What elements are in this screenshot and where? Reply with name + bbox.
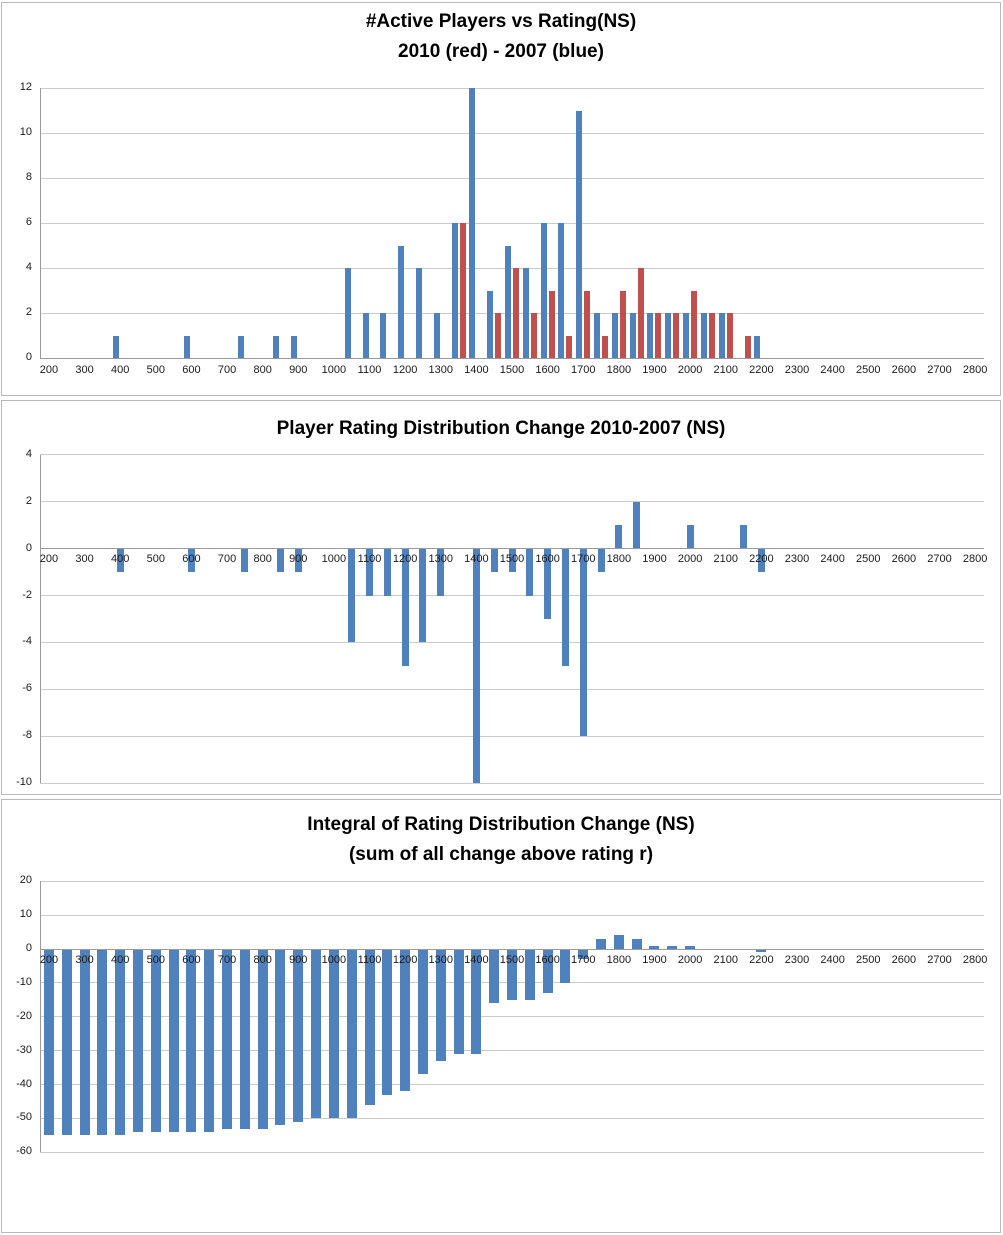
chart-subtitle: 2010 (red) - 2007 (blue) [398, 41, 604, 62]
chart-title: Player Rating Distribution Change 2010-2… [276, 418, 726, 439]
chart-panel-rating-distribution-change: Player Rating Distribution Change 2010-2… [1, 400, 1001, 795]
chart-panel-integral-of-change: Integral of Rating Distribution Change (… [1, 799, 1001, 1233]
chart-title: #Active Players vs Rating(NS) [365, 11, 637, 32]
chart-subtitle: (sum of all change above rating r) [348, 844, 654, 865]
chart-title: Integral of Rating Distribution Change (… [307, 814, 695, 835]
chart-panel-active-players: #Active Players vs Rating(NS) 2010 (red)… [1, 2, 1001, 396]
